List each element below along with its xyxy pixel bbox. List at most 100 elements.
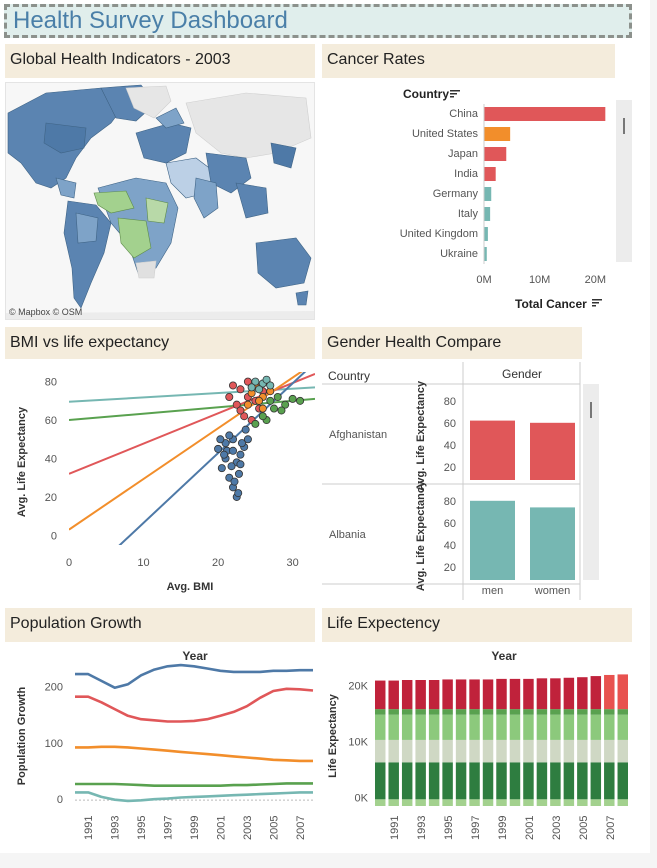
gender-scrollbar[interactable] [583,384,599,580]
bmi-trend-line [69,372,315,475]
bmi-point [216,435,225,444]
life-stack-segment [482,714,494,740]
window-right-edge [650,0,657,868]
life-stack-segment [550,714,561,740]
life-stack-segment [550,739,561,763]
bmi-point [236,460,245,469]
bmi-point [220,450,229,459]
bmi-point [243,400,252,409]
bmi-trend-line [69,372,303,531]
life-stack-segment [590,762,602,800]
bmi-point [247,383,256,392]
life-stack-segment [455,799,467,806]
life-stack-segment [375,762,386,800]
life-stack-segment [617,674,628,710]
life-stack-segment [590,739,602,763]
life-stack-segment [455,679,467,710]
bmi-point [262,375,271,384]
life-stack-segment [617,714,628,740]
life-stack-segment [617,799,628,806]
life-x-tick: 1993 [416,816,428,840]
life-stack-segment [428,762,440,800]
life-stack-segment [415,709,426,715]
life-panel-header: Life Expectency [322,608,632,642]
life-stack-segment [509,799,521,806]
population-y-tick: 0 [57,794,63,806]
population-chart: Year Population Growth 0 100 200 1991 1993 1995… [5,644,320,850]
life-stack-segment [509,714,521,740]
bmi-point [258,404,267,413]
gender-y-axis-title: Avg. Life Expectancy [415,480,427,591]
bmi-point [234,489,243,498]
cancer-sort-icon-2 [592,299,602,301]
life-x-tick: 2003 [551,816,563,840]
life-stack-segment [604,799,615,806]
cancer-bar [484,127,511,141]
life-stack-segment [617,709,628,715]
map-panel-header: Global Health Indicators - 2003 [5,44,315,78]
life-stack-segment [469,799,480,806]
gender-bar [530,422,575,480]
cancer-category-label: United Kingdom [400,228,478,240]
life-x-tick: 1997 [470,816,482,840]
life-stack-segment [577,714,588,740]
cancer-panel-header: Cancer Rates [322,44,615,78]
life-stack-segment [375,714,386,740]
life-x-tick: 1991 [389,816,401,840]
population-x-tick: 2003 [242,816,254,840]
life-stack-segment [401,739,413,763]
gender-y-tick: 20 [444,462,456,474]
gender-scroll-thumb[interactable] [590,402,592,418]
life-stack-segment [577,739,588,763]
bmi-point [217,464,226,473]
life-stack-segment [496,799,507,806]
life-stack-segment [401,680,413,710]
life-stack-segment [442,714,453,740]
world-map[interactable]: © Mapbox © OSM [5,82,315,320]
life-stack-segment [496,678,507,710]
life-stack-segment [550,678,561,710]
population-x-tick: 1997 [163,816,175,840]
life-stack-segment [455,762,467,800]
life-stack-segment [482,762,494,800]
gender-y-tick: 80 [444,496,456,508]
cancer-bar [484,167,496,181]
cancer-scrollbar[interactable] [616,100,632,262]
gender-y-tick: 80 [444,396,456,408]
life-x-tick: 1999 [497,816,509,840]
life-stack-segment [442,679,453,710]
bmi-point [227,462,236,471]
cancer-bar [484,147,507,161]
life-stack-segment [442,799,453,806]
bmi-point [225,392,234,401]
bmi-point [241,425,250,434]
bmi-point [251,377,260,386]
life-stack-segment [617,739,628,763]
life-stack-segment [388,714,399,740]
bmi-trend-line [118,372,307,545]
cancer-sort-icon-2-line [592,302,599,304]
life-stack-segment [496,714,507,740]
bmi-x-tick: 20 [212,557,224,569]
life-stack-segment [428,714,440,740]
gender-panel-title: Gender Health Compare [327,334,502,351]
life-stack-segment [617,762,628,800]
life-stack-segment [577,677,588,710]
life-stack-segment [536,739,548,763]
gender-country-label: Albania [329,529,367,541]
gender-panel-header: Gender Health Compare [322,327,582,359]
life-stack-segment [469,679,480,710]
life-x-tick: 2007 [605,816,617,840]
bmi-point [234,469,243,478]
cancer-category-label: India [454,168,479,180]
life-stack-segment [509,739,521,763]
life-y-tick: 0K [355,793,369,805]
gender-column-header: Gender [502,367,542,381]
life-stack-segment [415,680,426,710]
bmi-point [237,439,246,448]
life-y-axis-title: Life Expectancy [327,693,339,778]
cancer-sort-icon-2-line [592,305,596,307]
cancer-scroll-thumb[interactable] [623,118,625,134]
gender-y-axis-title: Avg. Life Expectancy [415,380,427,491]
life-stack-segment [509,762,521,800]
